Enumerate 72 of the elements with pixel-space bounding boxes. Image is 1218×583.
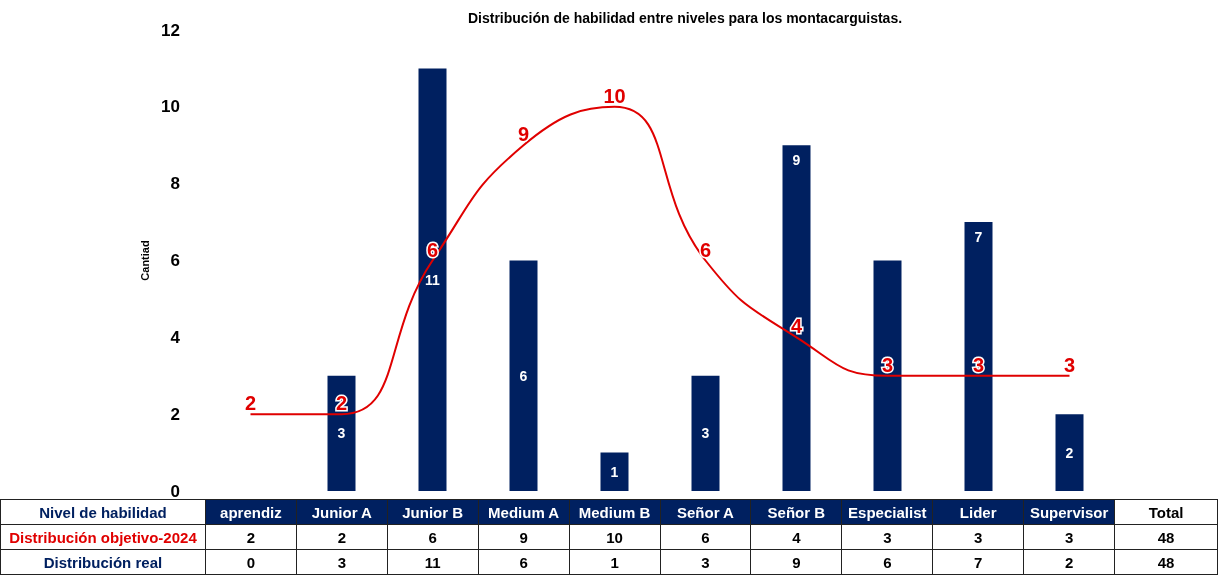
- x-axis-title: Nivel de habilidad: [0, 499, 206, 525]
- x-tick-label: Señor B: [750, 499, 842, 525]
- text: 7: [932, 549, 1024, 575]
- x-tick-label: aprendiz: [205, 499, 297, 525]
- text: 2: [296, 524, 388, 550]
- bar: [964, 222, 993, 491]
- data-label: 2: [1065, 444, 1074, 461]
- data-label: 9: [792, 152, 801, 169]
- text: 3: [296, 549, 388, 575]
- bar: [327, 375, 356, 491]
- y-axis-title: Cantiad: [138, 240, 151, 281]
- data-label: 6: [519, 367, 528, 384]
- text: Distribución real: [0, 549, 206, 575]
- text: 10: [569, 524, 661, 550]
- y-tick-label: 0: [170, 481, 180, 501]
- text: 3: [932, 524, 1024, 550]
- text: 2: [1023, 549, 1115, 575]
- text: 3: [841, 524, 933, 550]
- x-tick-label: Junior A: [296, 499, 388, 525]
- x-tick-label: Señor A: [660, 499, 751, 525]
- text: Total: [1114, 499, 1218, 525]
- bar: [873, 260, 902, 491]
- chart-title: Distribución de habilidad entre niveles para los montacarguistas.: [467, 10, 903, 26]
- x-tick-label: Medium A: [478, 499, 570, 525]
- text: 9: [478, 524, 570, 550]
- data-label: 2: [335, 392, 348, 415]
- text: 6: [478, 549, 570, 575]
- text: 48: [1114, 549, 1218, 575]
- text: 6: [387, 524, 479, 550]
- data-label: 9: [517, 123, 530, 146]
- y-tick-label: 12: [161, 20, 180, 40]
- text: 11: [387, 549, 479, 575]
- text: 2: [205, 524, 297, 550]
- y-tick-label: 8: [170, 174, 180, 194]
- text: 3: [1023, 524, 1115, 550]
- data-label: 4: [790, 315, 803, 338]
- x-tick-label: Lider: [932, 499, 1024, 525]
- text: 0: [205, 549, 297, 575]
- y-tick-label: 2: [170, 404, 180, 424]
- bar: [1055, 414, 1084, 491]
- x-tick-label: Medium B: [569, 499, 661, 525]
- y-tick-label: 10: [161, 97, 180, 117]
- data-label: 6: [699, 238, 712, 261]
- bar: [418, 68, 447, 491]
- bar: [600, 452, 629, 491]
- y-tick-label: 4: [170, 327, 181, 347]
- data-label: 2: [244, 392, 257, 415]
- y-tick-label: 6: [170, 251, 180, 270]
- data-label: 3: [701, 425, 710, 442]
- text: 6: [841, 549, 933, 575]
- x-tick-label: Especialist: [841, 499, 933, 525]
- text: 9: [750, 549, 842, 575]
- text: 4: [750, 524, 842, 550]
- data-label: 1: [610, 463, 619, 480]
- bar: [691, 375, 720, 491]
- data-label: 3: [337, 425, 346, 442]
- text: 3: [660, 549, 751, 575]
- data-label: 6: [426, 238, 439, 261]
- data-label: 11: [425, 271, 441, 288]
- text: 6: [660, 524, 751, 550]
- data-label: 10: [603, 84, 626, 107]
- bar: [782, 145, 811, 491]
- text: 1: [569, 549, 661, 575]
- text: Distribución objetivo-2024: [0, 524, 206, 550]
- text: 48: [1114, 524, 1218, 550]
- data-label: 7: [974, 229, 983, 246]
- x-tick-label: Supervisor: [1023, 499, 1115, 525]
- bar: [509, 260, 538, 491]
- x-tick-label: Junior B: [387, 499, 479, 525]
- data-label: 3: [972, 353, 985, 376]
- data-label: 3: [1063, 353, 1076, 376]
- data-label: 3: [881, 353, 894, 376]
